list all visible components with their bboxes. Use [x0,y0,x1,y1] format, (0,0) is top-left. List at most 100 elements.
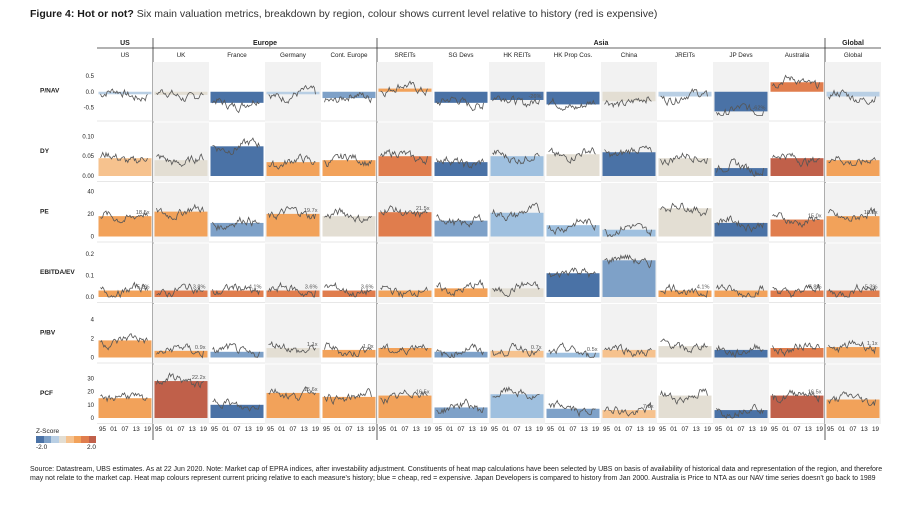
heatmap-bar [266,213,320,237]
series-line [268,340,316,354]
heatmap-bar [378,290,432,297]
heatmap-bar [434,162,488,176]
metric-label: P/BV [40,329,56,336]
data-label: 22.2x [192,375,206,381]
series-line [212,283,260,296]
heatmap-bar [154,211,208,237]
x-tick-label: 01 [166,426,174,433]
heatmap-bar [266,290,320,297]
series-line [100,151,148,164]
heatmap-bar [658,346,712,358]
heatmap-bar [826,216,880,237]
region-label: Europe [253,40,277,47]
y-tick-label: 0.00 [82,174,94,180]
series-line [660,388,708,405]
heatmap-bar [546,273,600,297]
series-line [828,206,876,222]
heatmap-bar [490,350,544,358]
column-label: Australia [785,52,810,59]
x-tick-label: 19 [536,426,544,433]
legend-min-label: -2.0 [36,444,48,451]
heatmap-bar [210,222,264,237]
legend-swatch [66,436,74,443]
heatmap-bar [546,154,600,176]
heatmap-bar [266,392,320,418]
heatmap-bar [770,395,824,418]
series-line [268,84,316,104]
series-line [212,216,260,232]
series-line [212,137,260,156]
x-tick-label: 19 [872,426,880,433]
series-line [436,96,484,112]
heatmap-bar [658,208,712,237]
column-label: SG Devs [448,52,473,59]
series-line [716,103,764,116]
x-tick-label: 13 [357,426,365,433]
x-tick-label: 95 [771,426,779,433]
y-tick-label: 10 [87,403,94,409]
data-label: 4.1% [697,285,710,291]
data-label: 18.2x [864,210,878,216]
series-line [100,210,148,224]
y-tick-label: 2 [91,337,95,343]
figure-subtitle: Six main valuation metrics, breakdown by… [136,8,658,20]
legend-swatch [88,436,96,443]
legend-swatch [81,436,89,443]
series-line [436,278,484,297]
heatmap-bar [602,152,656,176]
heatmap-bar [434,220,488,237]
legend-swatch [51,436,59,443]
x-tick-label: 95 [99,426,107,433]
x-tick-label: 01 [614,426,622,433]
series-line [660,202,708,217]
x-tick-label: 19 [592,426,600,433]
x-tick-label: 07 [345,426,353,433]
data-label: 16.5x [416,390,430,396]
heatmap-bar [154,160,208,176]
x-tick-label: 07 [177,426,185,433]
series-line [492,95,540,108]
column-label: Cont. Europe [330,52,368,59]
heatmap-bar [490,394,544,418]
heatmap-bar [378,88,432,92]
column-label: China [621,52,638,59]
column-label: UK [177,52,187,59]
heatmap-bar [826,399,880,418]
x-tick-label: 13 [189,426,197,433]
heatmap-bar [658,395,712,418]
heatmap-bar [602,410,656,418]
y-tick-label: 0.10 [82,134,94,140]
x-tick-label: 13 [469,426,477,433]
series-line [772,283,820,298]
heatmap-bar [826,160,880,176]
series-line [268,205,316,221]
data-label: 5.3% [865,285,878,291]
heatmap-bar [266,91,320,95]
x-tick-label: 01 [558,426,566,433]
heatmap-bar [210,351,264,358]
series-line [660,338,708,354]
series-line [660,283,708,298]
series-line [548,146,596,164]
x-tick-label: 01 [222,426,230,433]
data-label: 18.5x [136,210,150,216]
x-tick-label: 19 [480,426,488,433]
series-line [324,152,372,168]
data-label: 16.5x [808,390,822,396]
x-tick-label: 13 [861,426,869,433]
heatmap-bar [154,350,208,358]
series-line [604,401,652,417]
data-label: 1.1x [867,341,878,347]
heatmap-bar [154,91,208,95]
y-tick-label: 0.0 [86,295,95,301]
y-tick-label: 20 [87,212,94,218]
series-line [828,339,876,355]
heatmap-bar [266,348,320,358]
x-tick-label: 95 [211,426,219,433]
heatmap-bar [602,91,656,102]
heatmap-bar [714,349,768,358]
y-tick-label: 4 [91,318,95,324]
series-line [156,343,204,359]
x-tick-label: 19 [648,426,656,433]
x-tick-label: 07 [625,426,633,433]
